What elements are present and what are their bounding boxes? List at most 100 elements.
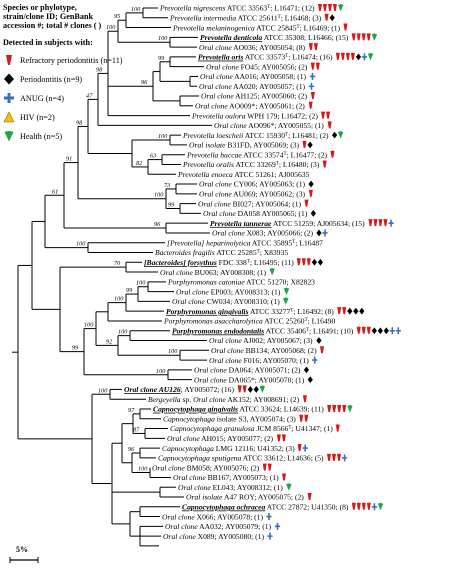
- blue-cross-icon: [371, 503, 378, 511]
- taxon-label-segment: Oral clone: [199, 180, 232, 189]
- red-flag-icon: [361, 326, 366, 334]
- taxon-label-segment: AK152; AY008691; (2): [226, 395, 300, 404]
- taxon-label-segment: Porphyromonas endodontalis: [172, 326, 264, 335]
- blue-cross-icon: [361, 53, 368, 61]
- taxon-label-segment: BM058; AY005076; (2): [185, 463, 260, 472]
- black-diamond-icon: [383, 327, 389, 335]
- black-diamond-icon: [307, 141, 313, 149]
- taxon-label-segment: ATCC 33573: [243, 53, 285, 62]
- taxon-label: Prevotella oris ATCC 33573T; L16474; (16…: [198, 53, 333, 62]
- taxon-label-segment: T: [288, 426, 291, 431]
- taxon-label-segment: LMG 12116; U41352; (3): [214, 444, 295, 453]
- red-flag-icon: [301, 258, 306, 266]
- taxon-markers: [283, 297, 289, 305]
- red-flag-icon: [324, 13, 329, 21]
- taxon-label-segment: AO036; AY005054; (8): [232, 43, 306, 52]
- bootstrap-value: 100: [158, 133, 168, 140]
- taxon-label-segment: Capnocytophaga sputigena: [158, 454, 242, 463]
- taxon-label-segment: BU063; AY008308; (1): [193, 268, 267, 277]
- taxon-label-segment: ; L16469; (1): [300, 23, 341, 32]
- taxon-label-segment: Oral clone: [193, 395, 226, 404]
- red-flag-icon: [356, 326, 361, 334]
- taxon-label-segment: T: [267, 5, 270, 10]
- taxon-label-segment: Capnocytophaga gingivalis: [153, 405, 238, 414]
- taxon-label-segment: Oral clone: [206, 62, 239, 71]
- taxon-label-segment: ; X83935: [260, 248, 289, 257]
- taxon-label-segment: ATCC 33277: [249, 307, 291, 316]
- taxon-label-segment: Prevotella buccae: [186, 150, 242, 159]
- legend-header: Species or phylotype, strain/clone ID; G…: [3, 3, 133, 31]
- bootstrap-value: 100: [154, 192, 164, 199]
- taxon-label-segment: Oral clone: [198, 199, 231, 208]
- red-flag-icon: [336, 453, 341, 461]
- black-diamond-icon: [347, 307, 353, 315]
- legend: Species or phylotype, strain/clone ID; G…: [3, 3, 133, 146]
- bootstrap-value: 96: [128, 446, 135, 453]
- taxon-label-segment: EL043; AY008312; (1): [211, 483, 284, 492]
- taxon-label: Oral clone AJ002; AY005067; (3): [209, 336, 313, 345]
- taxon-label-segment: WPH 179; L16472; (2): [246, 111, 319, 120]
- taxon-label-segment: AH015; AY005077; (2): [200, 434, 274, 443]
- taxon-markers: [302, 140, 313, 149]
- taxon-markers: [307, 493, 312, 500]
- taxon-label-segment: Porphyromonas gingivalis: [166, 307, 249, 316]
- taxon-label-segment: Bergeyella: [148, 395, 181, 404]
- taxon-label-segment: Oral clone: [195, 102, 228, 111]
- red-flag-icon: [299, 414, 304, 422]
- taxon-markers: [262, 463, 272, 471]
- taxon-label-segment: Oral clone: [167, 434, 200, 443]
- red-flag-icon: [345, 52, 350, 60]
- taxon-markers: [312, 356, 318, 364]
- red-flag-icon: [267, 463, 272, 471]
- taxon-label: Porphyromonas asaccharolytica ATCC 25260…: [163, 317, 335, 326]
- bootstrap-value: 63: [150, 153, 156, 160]
- taxon-label-segment: ATCC 33624; L14639; (11): [238, 405, 324, 414]
- legend-item-label: HIV (n=2): [20, 112, 55, 122]
- red-flag-icon: [335, 52, 340, 60]
- taxon-label: Oral clone FO45; AY005056; (2): [206, 62, 308, 71]
- bootstrap-value: 100: [131, 6, 141, 13]
- taxon-markers: [276, 434, 286, 442]
- green-drop-icon: [347, 404, 353, 413]
- taxon-label-segment: Oral clone: [172, 297, 205, 306]
- green-drop-icon: [269, 268, 275, 276]
- red-flag-icon: [310, 92, 315, 100]
- taxon-label: Capnocytophaga granulosa JCM 8566T; U413…: [170, 424, 333, 433]
- taxon-markers: [324, 13, 335, 22]
- taxon-markers: [322, 160, 327, 168]
- red-flag-icon: [332, 404, 337, 412]
- taxon-label-segment: DA064; AY005071; (2): [227, 366, 301, 375]
- black-diamond-icon: [316, 229, 322, 237]
- taxon-label-segment: ATCC 33612; L14636; (5): [241, 454, 324, 463]
- taxon-label-segment: X089; AY005080; (1): [196, 532, 265, 541]
- red-flag-icon: [343, 23, 348, 31]
- taxon-label-segment: Oral clone: [194, 366, 227, 375]
- red-flag-icon: [302, 140, 307, 148]
- scale-bar: 5%: [9, 545, 39, 563]
- taxon-label-segment: AH125; AY005060; (2): [234, 92, 308, 101]
- black-diamond-icon: [310, 209, 316, 217]
- taxon-markers: [330, 150, 335, 158]
- green-drop-icon: [4, 131, 14, 142]
- bootstrap-value: 82: [136, 160, 142, 167]
- taxon-label-segment: ; L16487: [295, 238, 323, 247]
- taxon-label-segment: Prevotella loescheii: [182, 131, 243, 140]
- taxon-label-segment: Capnocytophaga ochracea: [182, 502, 266, 511]
- taxon-label: Oral clone BI027; AY005064; (1): [198, 199, 302, 208]
- bootstrap-value: 100: [106, 24, 116, 31]
- red-flag-icon: [351, 502, 356, 510]
- taxon-markers: [356, 326, 401, 335]
- taxon-label-segment: Prevotella intermedia: [169, 13, 236, 22]
- taxon-label-segment: ; AY005072; (16): [181, 385, 235, 394]
- green-drop-icon: [367, 52, 374, 61]
- red-flag-icon: [308, 189, 313, 197]
- taxon-label: Oral clone BU063; AY008308; (1): [160, 268, 267, 277]
- taxon-label: Capnocytophaga LMG 12116; U41352; (3): [162, 444, 295, 453]
- taxon-label-segment: Oral clone: [176, 287, 209, 296]
- taxon-markers: [308, 180, 314, 188]
- legend-item-periodontitis: Periodontitis (n=9): [3, 70, 133, 89]
- bootstrap-value: 99: [158, 55, 164, 62]
- bootstrap-value: 98: [76, 119, 83, 126]
- taxon-label-segment: ATCC 33269: [234, 160, 276, 169]
